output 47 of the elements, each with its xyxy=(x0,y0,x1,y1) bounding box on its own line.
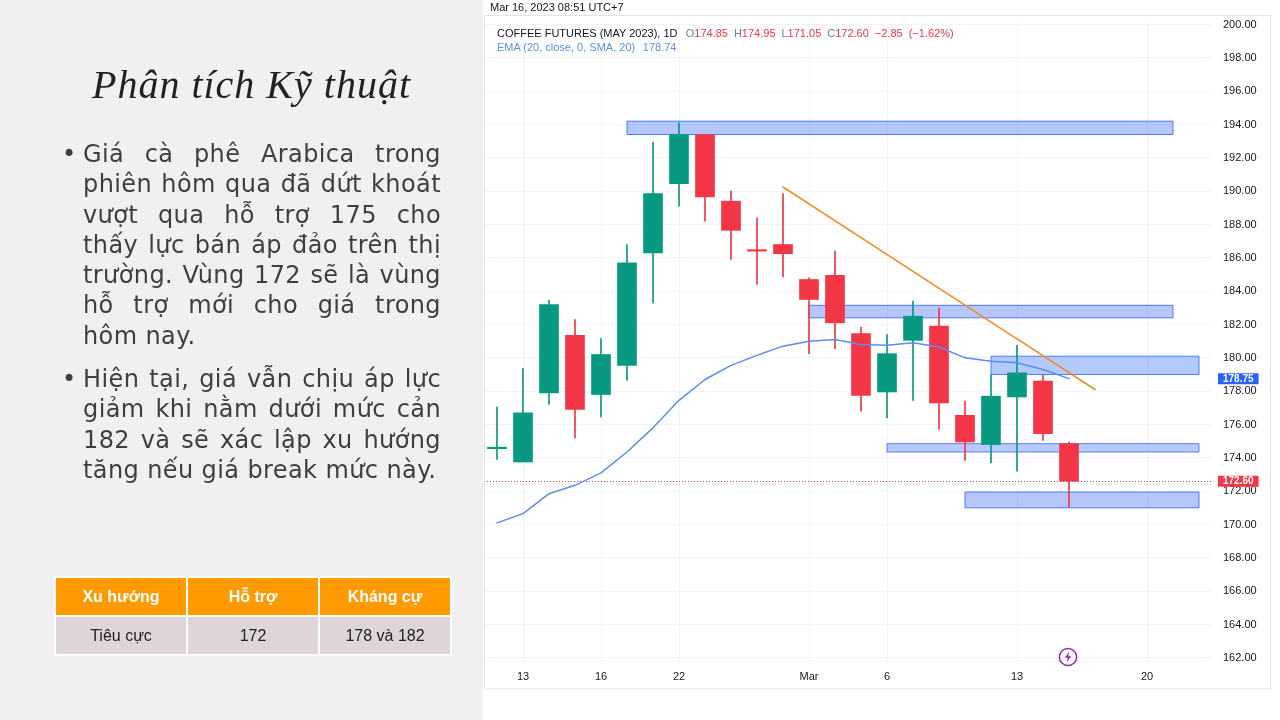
y-tick-label: 172.00 xyxy=(1223,484,1257,497)
y-tick-label: 178.00 xyxy=(1223,384,1257,397)
y-tick-label: 196.00 xyxy=(1223,84,1257,97)
y-tick-label: 186.00 xyxy=(1223,250,1257,263)
text: 172 xyxy=(187,616,319,655)
y-tick-label: 176.00 xyxy=(1223,417,1257,430)
text: • Hiện tại, giá vẫn chịu áp lực giảm khi nằm dưới mức cản 182 và sẽ xác lập xu hướng tăng nếu giá break mức này. xyxy=(62,364,441,486)
y-tick-label: 166.00 xyxy=(1223,584,1257,597)
y-tick-label: 174.00 xyxy=(1223,450,1257,463)
y-tick-label: 164.00 xyxy=(1223,617,1257,630)
y-tick-label: 198.00 xyxy=(1223,50,1257,63)
candlestick xyxy=(1007,345,1027,472)
y-tick-label: 162.00 xyxy=(1223,650,1257,663)
candlestick xyxy=(747,217,767,285)
ref-line-label: 172.60 xyxy=(1223,475,1255,487)
text: O174.85 H174.95 L171.05 C172.60 −2.85 (−1.62%) xyxy=(685,27,954,40)
x-tick-label: 16 xyxy=(594,669,608,682)
text: Hỗ trợ xyxy=(187,577,319,616)
text: Phân tích Kỹ thuật xyxy=(90,61,413,109)
x-tick-label: 13 xyxy=(516,669,530,682)
x-tick-label: 20 xyxy=(1140,669,1154,682)
text: Tiêu cực xyxy=(55,616,187,655)
x-tick-label: 6 xyxy=(883,669,891,682)
y-tick-label: 168.00 xyxy=(1223,550,1257,563)
y-tick-label: 170.00 xyxy=(1223,517,1257,530)
x-tick-label: 22 xyxy=(672,669,686,682)
text: COFFEE FUTURES (MAY 2023), 1D xyxy=(497,27,678,40)
y-tick-label: 200.00 xyxy=(1223,17,1257,30)
text: Kháng cự xyxy=(319,577,451,616)
candlestick xyxy=(773,193,793,278)
text: 178.75 xyxy=(1223,372,1255,384)
y-tick-label: 180.00 xyxy=(1223,350,1257,363)
text: • Giá cà phê Arabica trong phiên hôm qua đã dứt khoát vượt qua hỗ trợ 175 cho thấy lực bán áp đảo trên thị trường. Vùng 172 sẽ là vùng hỗ trợ mới cho giá trong hôm nay. xyxy=(62,139,441,352)
y-tick-label: 192.00 xyxy=(1223,150,1257,163)
y-tick-label: 184.00 xyxy=(1223,284,1257,297)
annotation: 178.74 xyxy=(642,41,677,54)
text: Mar 16, 2023 08:51 UTC+7 xyxy=(490,1,624,14)
y-tick-label: 190.00 xyxy=(1223,184,1257,197)
y-tick-label: 188.00 xyxy=(1223,217,1257,230)
y-tick-label: 182.00 xyxy=(1223,317,1257,330)
x-tick-label: 13 xyxy=(1010,669,1024,682)
text: 178 và 182 xyxy=(319,616,451,655)
y-tick-label: 194.00 xyxy=(1223,117,1257,130)
candlestick xyxy=(487,406,507,460)
text: Xu hướng xyxy=(55,577,187,616)
text: EMA (20, close, 0, SMA, 20) xyxy=(497,41,636,54)
x-tick-label: Mar xyxy=(799,669,819,682)
